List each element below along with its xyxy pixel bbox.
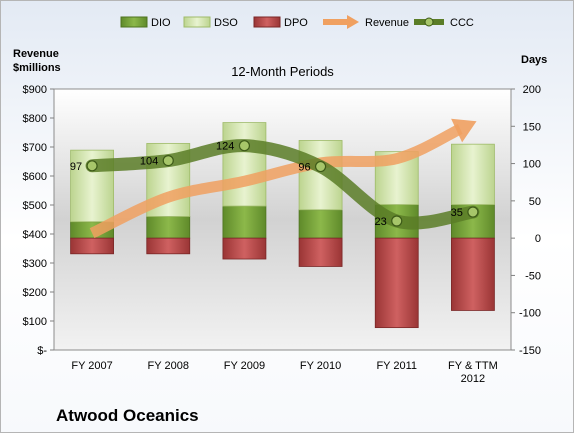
ccc-line [85,139,480,230]
legend-item-dio: DIO [120,16,171,29]
x-tick-label: 2012 [461,373,485,385]
legend-swatch [183,16,211,28]
legend-item-revenue: Revenue [323,15,409,29]
legend-label: DIO [151,17,171,29]
bar-dso [451,143,495,205]
y-right-tick-label: 50 [529,196,541,208]
y-right-tick-label: -100 [519,308,541,320]
revenue-arrowhead [451,118,477,143]
y-left-tick-label: $800 [23,113,47,125]
y-left-label-line2: $millions [13,62,61,74]
bar-dio [298,209,343,239]
y-right-label: Days [521,54,547,66]
legend-item-dpo: DPO [253,16,308,29]
y-right-tick-label: 100 [523,159,541,171]
labels: 12-Month Periods Revenue $millions Days 97 10… [13,48,547,228]
x-tick-label: FY 2011 [376,360,417,372]
legend-swatch-arrowhead [347,15,359,29]
x-tick-label: FY & TTM [448,360,498,372]
bar-dpo [298,237,343,267]
bar-dpo [70,237,114,255]
y-left-tick-label: $100 [23,316,47,328]
bar-dpo [146,237,191,255]
ccc-data-label: 104 [140,156,158,168]
y-left-tick-label: $500 [23,200,47,212]
y-right-tick-label: -50 [525,270,541,282]
legend-swatch [253,16,281,28]
legend-label: Revenue [365,17,409,29]
y-left-tick-label: $600 [23,171,47,183]
ccc-point [391,215,403,227]
bar-dpo [374,237,419,329]
company-name: Atwood Oceanics [56,406,199,425]
ccc-point [86,160,98,172]
legend-label: DSO [214,17,238,29]
y-left-tick-label: $200 [23,287,47,299]
legend-swatch [120,16,148,28]
chart-title: 12-Month Periods [231,64,334,79]
ccc-data-label: 23 [375,216,387,228]
y-right-tick-label: 0 [535,233,541,245]
ccc-data-label: 124 [216,141,234,153]
ccc-data-label: 96 [298,162,310,174]
y-left-tick-label: $- [37,345,47,357]
x-tick-label: FY 2009 [224,360,265,372]
series-layer [70,118,495,329]
legend-swatch-marker [424,17,434,27]
y-left-tick-label: $700 [23,142,47,154]
ccc-point [314,160,327,173]
bar-dio [146,216,191,239]
legend-label: CCC [450,17,474,29]
y-right-tick-label: 150 [523,121,541,133]
legend-label: DPO [284,17,308,29]
legend-item-ccc: CCC [414,17,474,29]
axes: $- $100 $200 $300 $400 $500 $600 $700 $800 $900 -1… [23,84,541,385]
x-tick-label: FY 2010 [300,360,341,372]
bar-dpo [222,237,267,260]
x-tick-label: FY 2008 [148,360,189,372]
bar-dio [222,205,267,239]
bar-dso [222,122,267,207]
revenue-line [89,123,463,239]
legend-item-dso: DSO [183,16,238,29]
y-left-tick-label: $400 [23,229,47,241]
y-left-tick-label: $300 [23,258,47,270]
x-tick-label: FY 2007 [71,360,112,372]
y-left-tick-label: $900 [23,84,47,96]
y-right-tick-label: -150 [519,345,541,357]
ccc-data-label: 97 [70,161,82,173]
y-right-tick-label: 200 [523,84,541,96]
bar-dpo [451,237,495,311]
ccc-point [162,154,174,167]
y-left-label-line1: Revenue [13,48,59,60]
ccc-point [467,206,479,218]
legend: DIO DSO DPO Revenue CCC [120,15,474,29]
ccc-data-label: 35 [451,207,463,219]
ccc-point [238,140,251,152]
